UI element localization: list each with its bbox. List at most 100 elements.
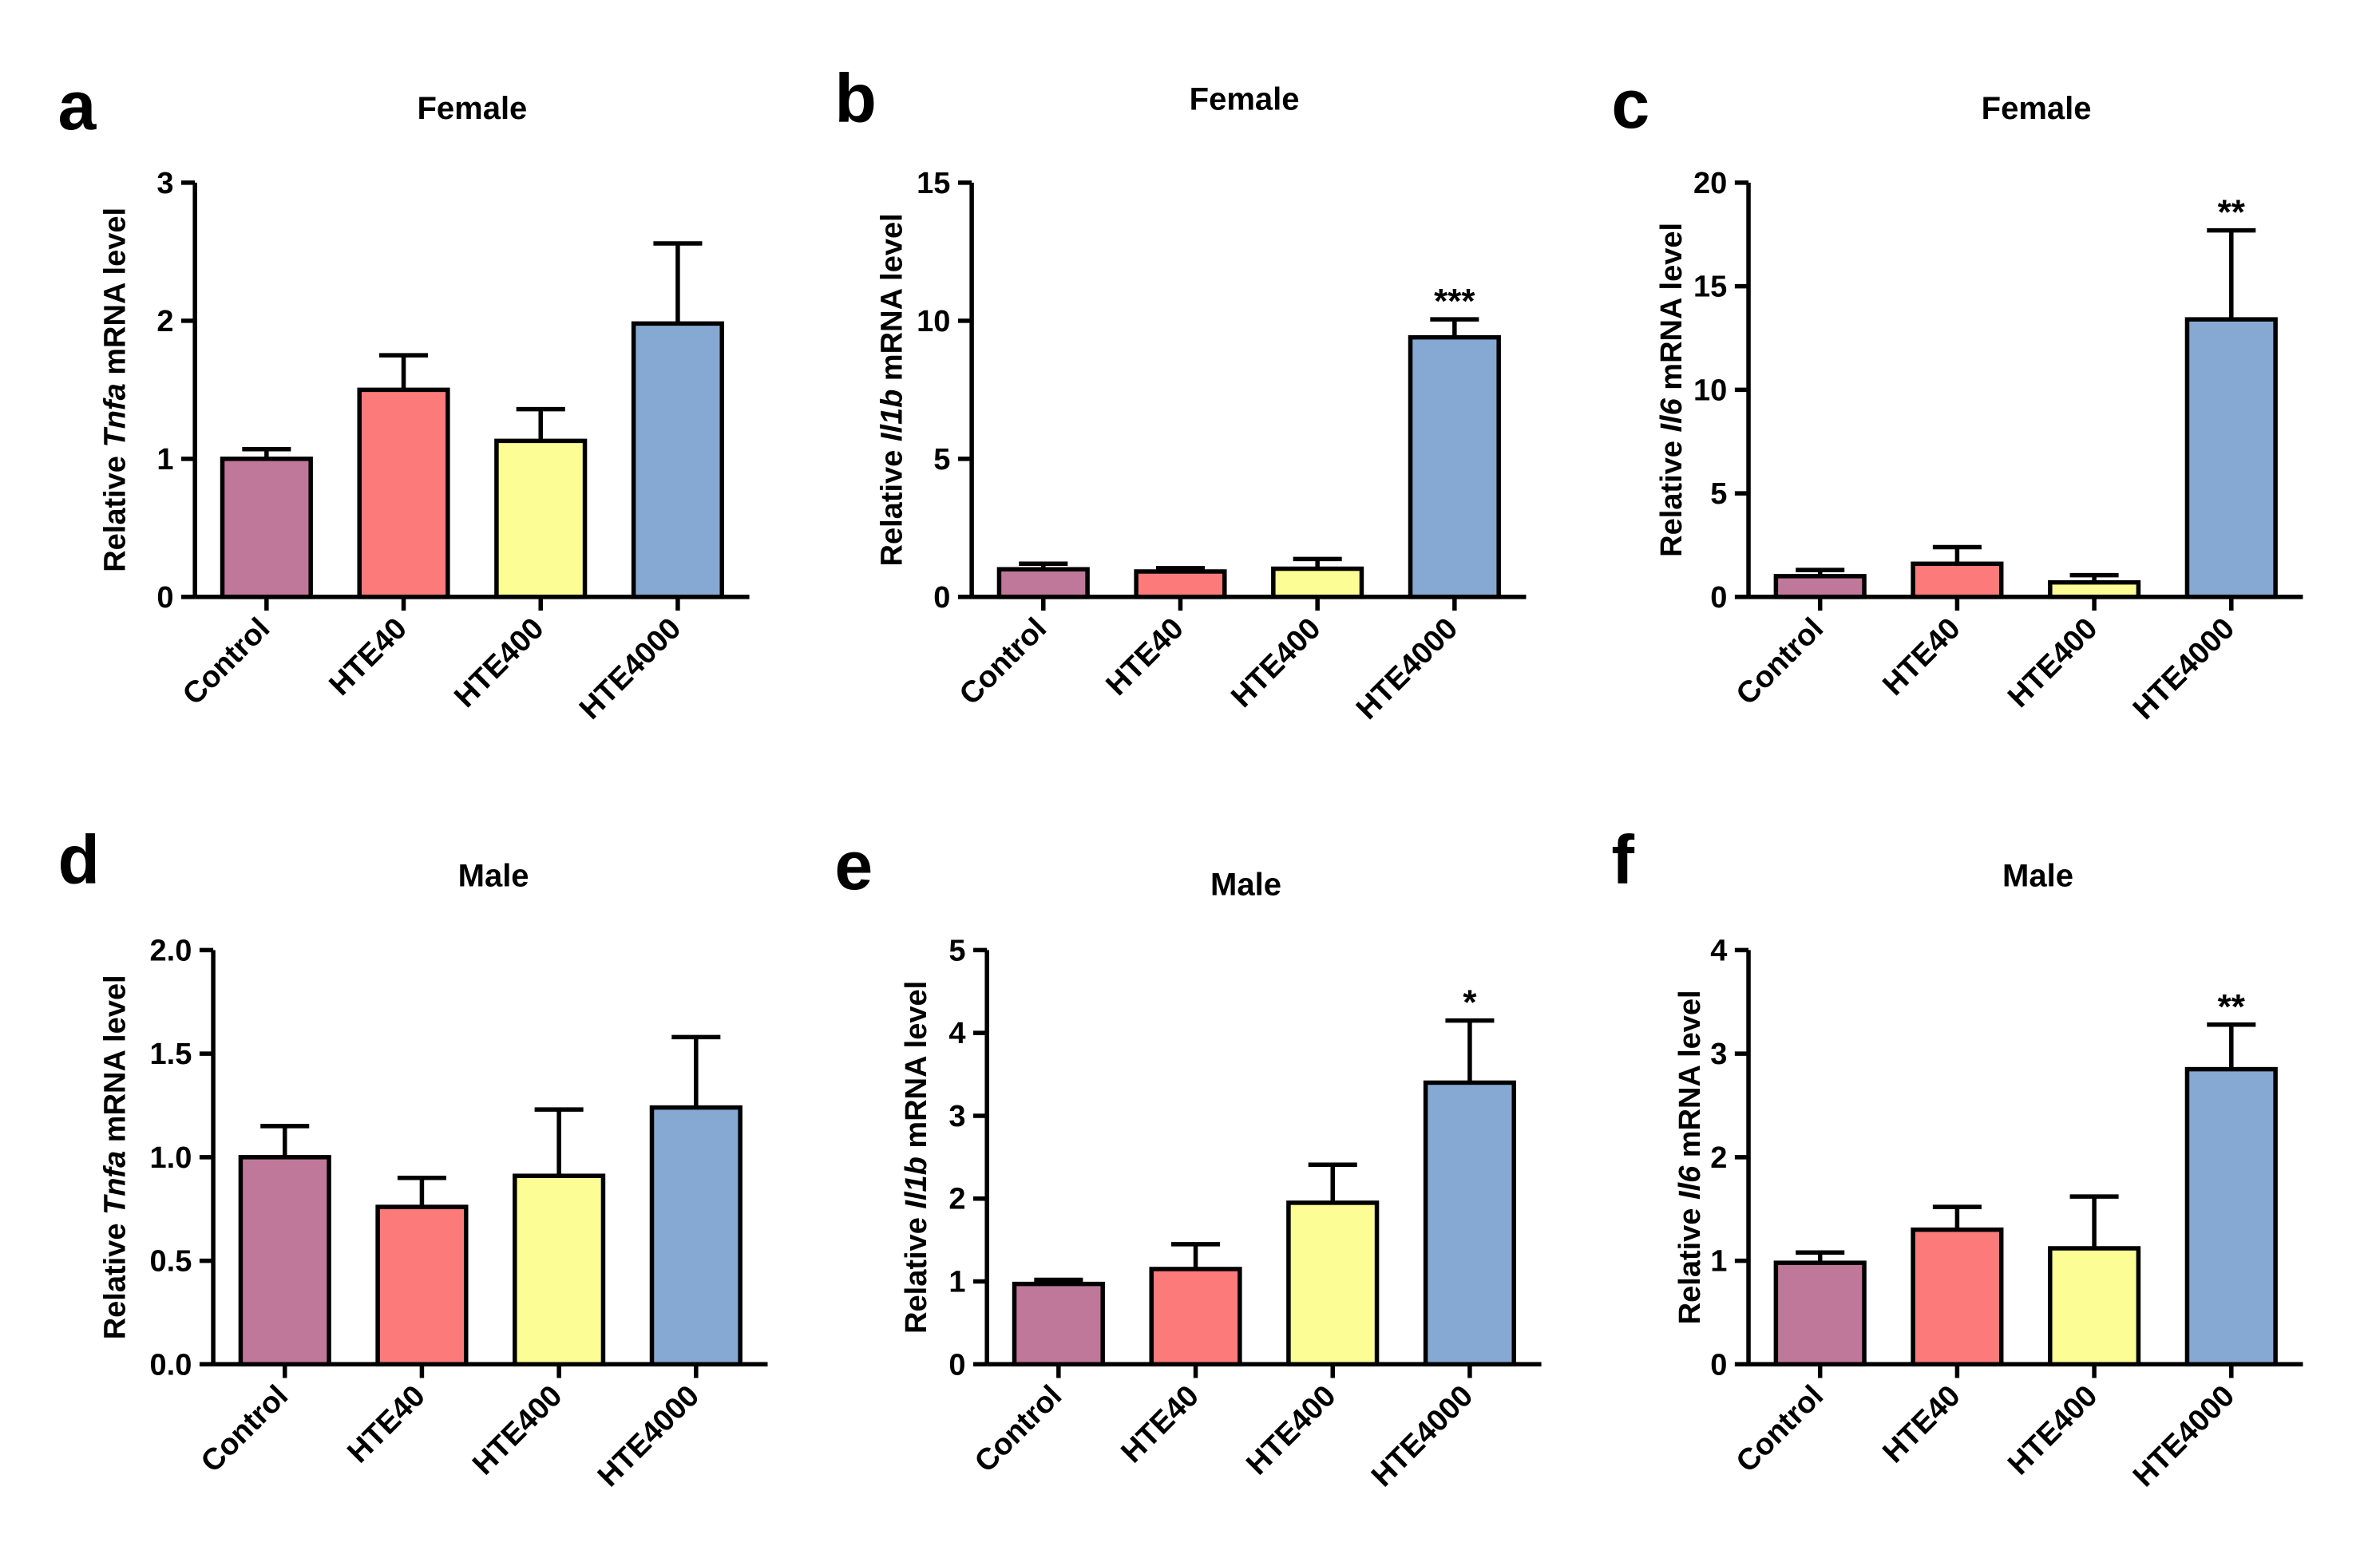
y-label-suffix: mRNA level (98, 975, 132, 1150)
bar-hte400 (1286, 1200, 1380, 1367)
y-label-prefix: Relative (1655, 433, 1689, 557)
y-tick-label: 0 (948, 1348, 965, 1382)
panel-letter: d (57, 821, 100, 898)
y-label-gene: Tnfa (98, 1151, 132, 1215)
y-tick-label: 1 (948, 1266, 965, 1299)
y-label-suffix: mRNA level (1673, 990, 1707, 1165)
panel-a: a Female Relative Tnfa mRNA level 0 1 2 3 Contr… (57, 68, 750, 726)
bar-hte400 (494, 438, 588, 599)
category-label: HTE400 (448, 611, 550, 714)
panel-title: Male (458, 858, 529, 893)
y-label-gene: Il1b (875, 389, 909, 441)
panel-b: b Female Relative Il1b mRNA level 0 5 10 15 Con… (834, 61, 1527, 726)
significance-marker: * (1463, 983, 1477, 1022)
bar-hte400 (1271, 566, 1364, 599)
y-label-prefix: Relative (875, 441, 909, 566)
y-tick-label: 2 (948, 1183, 965, 1216)
category-label: HTE40 (1876, 611, 1966, 702)
bar-hte4000 (2184, 1066, 2278, 1367)
panel-letter: a (57, 68, 97, 144)
category-label: HTE40 (1115, 1379, 1206, 1469)
significance-marker: ** (2218, 193, 2246, 232)
bar-control (1773, 1260, 1867, 1367)
panel-title: Male (1210, 868, 1281, 903)
y-tick-label: 4 (1710, 934, 1727, 967)
category-label: HTE4000 (1365, 1379, 1479, 1493)
category-label: HTE4000 (2127, 1379, 2241, 1493)
bar-hte4000 (1423, 1080, 1517, 1367)
significance-marker: *** (1434, 282, 1475, 321)
y-tick-label: 3 (1710, 1038, 1727, 1071)
category-label: HTE400 (2002, 1379, 2104, 1481)
y-axis-label: Relative Tnfa mRNA level (98, 208, 132, 572)
y-axis-label: Relative Il1b mRNA level (900, 981, 933, 1334)
category-label: HTE40 (341, 1379, 431, 1469)
y-tick-label: 0 (1710, 1348, 1727, 1382)
y-axis-label: Relative Il6 mRNA level (1673, 990, 1707, 1324)
y-tick-label: 0 (156, 581, 173, 615)
y-label-gene: Tnfa (98, 383, 132, 447)
panel-letter: c (1611, 66, 1649, 143)
category-label: Control (1730, 1379, 1830, 1479)
y-tick-label: 10 (1693, 374, 1727, 407)
y-tick-label: 3 (156, 167, 173, 200)
bar-hte40 (1911, 561, 2004, 599)
category-label: HTE4000 (592, 1379, 706, 1493)
category-label: Control (195, 1379, 295, 1479)
y-label-gene: Il6 (1673, 1165, 1707, 1200)
panel-e: e Male Relative Il1b mRNA level 0 1 2 3 4 5 Contr… (834, 828, 1542, 1493)
y-label-gene: Il1b (900, 1157, 933, 1208)
y-tick-label: 1 (1710, 1245, 1727, 1279)
category-label: HTE4000 (1350, 611, 1464, 726)
category-label: HTE40 (1099, 611, 1190, 702)
y-tick-label: 2 (1710, 1141, 1727, 1175)
category-label: HTE40 (1876, 1379, 1966, 1469)
y-label-suffix: mRNA level (1655, 223, 1689, 398)
category-label: HTE400 (2002, 611, 2104, 714)
bar-control (220, 457, 313, 599)
y-tick-label: 5 (1710, 477, 1727, 511)
category-label: HTE4000 (2127, 611, 2241, 726)
bar-hte400 (2048, 579, 2141, 599)
y-tick-label: 15 (917, 167, 950, 200)
category-label: Control (176, 611, 276, 711)
category-label: HTE400 (466, 1379, 568, 1481)
y-tick-label: 15 (1693, 271, 1727, 304)
category-label: HTE4000 (573, 611, 687, 726)
y-label-gene: Il6 (1655, 397, 1689, 432)
y-tick-label: 0 (1710, 581, 1727, 615)
bar-control (1012, 1281, 1105, 1367)
y-tick-label: 3 (948, 1100, 965, 1133)
panel-letter: b (834, 61, 877, 137)
y-label-suffix: mRNA level (900, 981, 933, 1157)
bar-hte40 (1911, 1227, 2004, 1367)
y-tick-label: 4 (948, 1017, 965, 1050)
panel-letter: f (1611, 821, 1634, 898)
bar-hte4000 (1408, 334, 1501, 599)
y-tick-label: 2.0 (150, 934, 192, 967)
category-label: HTE400 (1225, 611, 1327, 714)
panel-d: d Male Relative Tnfa mRNA level 0.0 0.5 1.0 1.… (57, 821, 768, 1493)
panel-title: Female (1982, 91, 2092, 126)
bar-hte4000 (631, 321, 724, 599)
panel-title: Female (417, 91, 527, 126)
y-label-prefix: Relative (900, 1209, 933, 1334)
y-tick-label: 2 (156, 305, 173, 338)
y-label-prefix: Relative (98, 1215, 132, 1339)
y-axis-label: Relative Il1b mRNA level (875, 213, 909, 566)
panel-letter: e (834, 828, 873, 904)
bar-hte40 (357, 387, 450, 599)
y-label-suffix: mRNA level (98, 208, 132, 383)
category-label: Control (953, 611, 1053, 711)
bar-hte40 (1134, 569, 1227, 599)
y-tick-label: 1.0 (150, 1141, 192, 1175)
y-tick-label: 5 (948, 934, 965, 967)
bar-hte400 (2048, 1246, 2141, 1367)
bar-hte40 (1149, 1267, 1242, 1367)
y-label-suffix: mRNA level (875, 213, 909, 389)
panel-title: Male (2002, 858, 2073, 893)
y-tick-label: 0.5 (150, 1245, 192, 1279)
y-axis-label: Relative Tnfa mRNA level (98, 975, 132, 1339)
